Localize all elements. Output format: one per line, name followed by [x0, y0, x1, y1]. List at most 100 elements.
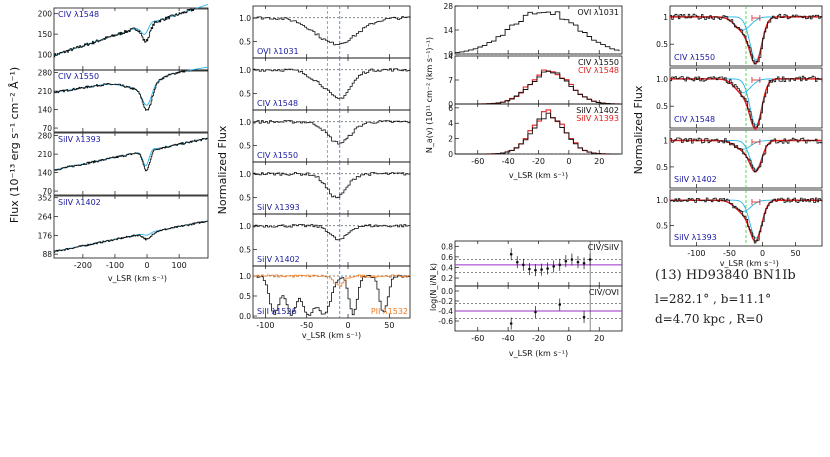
normflux-panel-label: CIV λ1550 [257, 151, 298, 160]
fits-panel-label: CIV λ1550 [674, 53, 715, 62]
normflux-axis-tick-label: 0.0 [239, 312, 251, 321]
normflux-axis-tick-label: 1.0 [239, 222, 251, 231]
fits-axis-tick-label: 1 [663, 13, 668, 22]
nav-x-tick-label: 0 [566, 157, 571, 166]
star-name: (13) HD93840 BN1Ib [655, 268, 796, 283]
ratio-point [509, 252, 513, 256]
normflux-panel-label-2: PII λ1532 [371, 307, 408, 316]
flux-axis-tick-label: 352 [38, 194, 53, 203]
star-distance: d=4.70 kpc , R=0 [655, 312, 764, 326]
ratio-point [534, 310, 537, 314]
normflux-axis-tick-label: 0.5 [239, 245, 251, 254]
star-coords: l=282.1° , b=11.1° [655, 292, 772, 306]
normflux-axis-tick-label: 0.5 [239, 37, 251, 46]
nav-axis-tick-label: 28 [443, 2, 453, 11]
ratio-x-tick-label: -20 [532, 334, 545, 343]
flux-spectrum [54, 8, 208, 58]
nav-axis-tick-label: 0 [448, 100, 453, 109]
normflux-ylabel: Normalized Flux [216, 125, 229, 214]
flux-axis-tick-label: 70 [42, 187, 52, 196]
nav-xlabel: v_LSR (km s⁻¹) [509, 171, 568, 180]
flux-panel-frame [53, 69, 209, 133]
fits-axis-tick-label: 0.5 [656, 222, 668, 231]
nav-ylabel: N_a(v) (10¹¹ cm⁻² (km s⁻¹)⁻¹) [425, 37, 434, 153]
ratio-axis-tick-label: 0.0 [441, 287, 453, 296]
normflux-spectrum [253, 120, 411, 145]
ratio-axis-tick-label: 0.6 [441, 253, 453, 262]
flux-axis-tick-label: 264 [38, 213, 53, 222]
normflux-pii-spectrum [253, 274, 411, 287]
nav-axis-tick-label: 0 [448, 50, 453, 59]
normflux-xlabel: v_LSR (km s⁻¹) [302, 331, 361, 340]
ratio-x-tick-label: 20 [594, 334, 604, 343]
normflux-panel-label: CIV λ1548 [257, 99, 298, 108]
fits-spectrum [670, 75, 823, 128]
flux-panel-label: CIV λ1548 [58, 10, 99, 19]
ratio-ylabel: log(N_i/N_k) [429, 263, 438, 311]
ratio-axis-tick-label: -0.2 [438, 297, 453, 306]
normflux-axis-tick-label: 0.5 [239, 292, 251, 301]
ratio-x-tick-label: -60 [471, 334, 484, 343]
nav-panel-label-2: SiIV λ1393 [576, 114, 619, 123]
ratio-point [534, 268, 537, 272]
fits-total-model [670, 78, 822, 130]
flux-x-tick-label: 0 [144, 261, 149, 270]
ratio-point [570, 258, 574, 261]
nav-spectrum [455, 70, 620, 105]
normflux-axis-tick-label: 1.0 [239, 118, 251, 127]
nav-axis-tick-label: 2 [448, 135, 453, 144]
flux-ylabel: Flux (10⁻¹³ erg s⁻¹ cm⁻² Å⁻¹) [8, 67, 21, 223]
fits-x-tick-label: 50 [790, 249, 800, 258]
normflux-panel-frame [252, 265, 411, 319]
normflux-spectrum [253, 224, 411, 241]
ratio-panel-label: CIV/SiIV [588, 243, 620, 252]
flux-spectrum [54, 70, 208, 111]
nav-x-tick-label: -40 [502, 157, 515, 166]
normflux-axis-tick-label: 1.0 [239, 66, 251, 75]
ratio-point [558, 303, 562, 306]
nav-axis-tick-label: 0 [448, 150, 453, 159]
ratio-point [546, 267, 549, 270]
flux-axis-tick-label: 150 [38, 30, 53, 39]
nav-x-tick-label: -20 [532, 157, 545, 166]
fits-spectrum [670, 13, 823, 65]
fits-x-tick-label: -100 [687, 249, 705, 258]
flux-axis-tick-label: 176 [38, 231, 53, 240]
nav-spectrum [455, 11, 620, 53]
ratio-axis-tick-label: 0.8 [441, 242, 453, 251]
fits-axis-tick-label: 1.0 [656, 196, 668, 205]
nav-spectrum-red [455, 69, 620, 105]
flux-axis-tick-label: 210 [38, 150, 53, 159]
fits-x-tick-label: -50 [723, 249, 736, 258]
normflux-axis-tick-label: 0.5 [239, 89, 251, 98]
nav-axis-tick-label: 4 [448, 119, 453, 128]
nav-x-tick-label: 20 [594, 157, 604, 166]
normflux-spectrum [253, 275, 411, 316]
fits-total-model [670, 199, 822, 243]
fits-spectrum [670, 137, 823, 173]
ratio-axis-tick-label: -0.4 [438, 307, 453, 316]
normflux-axis-tick-label: 1.0 [239, 272, 251, 281]
flux-axis-tick-label: 280 [38, 69, 53, 78]
flux-axis-tick-label: 280 [38, 132, 53, 141]
fits-axis-tick-label: 0.5 [656, 102, 668, 111]
ratio-point [515, 260, 519, 264]
normflux-x-tick-label: 0 [345, 321, 350, 330]
normflux-panel-label: OVI λ1031 [257, 47, 299, 56]
normflux-panel-label: SiIV λ1393 [257, 203, 300, 212]
ratio-point [540, 268, 543, 271]
ratio-x-tick-label: 0 [566, 334, 571, 343]
ratio-point [509, 322, 513, 325]
ratio-point [576, 260, 580, 264]
ratio-axis-tick-label: 0.4 [441, 263, 453, 272]
ratio-point [582, 261, 586, 265]
ratio-point [552, 265, 555, 268]
normflux-spectrum [253, 68, 411, 99]
nav-panel-label-2: CIV λ1548 [578, 66, 619, 75]
normflux-spectrum [253, 16, 411, 46]
fits-xlabel: v_LSR (km s⁻¹) [720, 259, 779, 268]
normflux-axis-tick-label: 1.0 [239, 14, 251, 23]
normflux-x-tick-label: 50 [384, 321, 394, 330]
flux-x-tick-label: -100 [106, 261, 124, 270]
fits-x-tick-label: 0 [760, 249, 765, 258]
